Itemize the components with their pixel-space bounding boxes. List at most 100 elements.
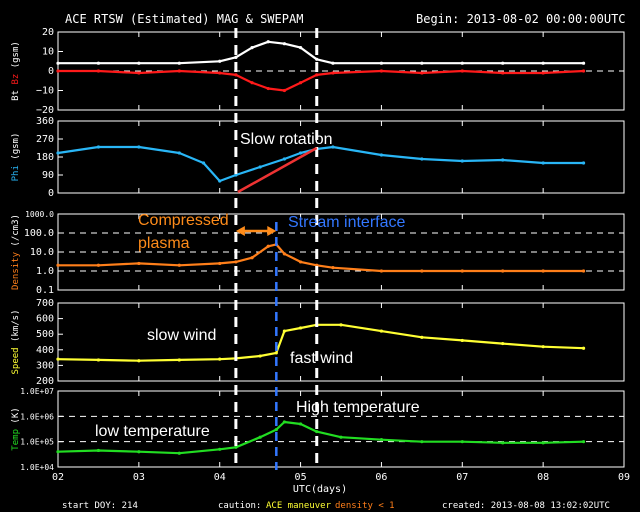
data-point-temp [379, 438, 384, 442]
ace-maneuver-note: ACE maneuver [266, 501, 332, 511]
data-point-bz [460, 69, 464, 73]
data-point-speed [282, 329, 286, 333]
data-point-speed [218, 357, 222, 361]
data-point-bt [218, 59, 222, 63]
data-point-density [250, 256, 254, 260]
data-point-density [177, 263, 181, 267]
data-point-density [379, 269, 384, 273]
data-point-density [56, 263, 60, 267]
data-point-phi [331, 145, 335, 149]
data-point-density [298, 260, 303, 264]
data-point-bt [541, 61, 545, 65]
data-point-temp [315, 429, 319, 434]
y-axis-label-part: Bz [11, 74, 21, 90]
data-point-temp [420, 440, 424, 444]
data-point-temp [96, 448, 101, 453]
y-tick-label: 1.0 [36, 266, 54, 277]
series-bz [58, 69, 584, 92]
data-point-phi [460, 159, 464, 163]
data-point-speed [379, 329, 384, 333]
series-bt [58, 40, 584, 65]
data-point-temp [177, 451, 181, 455]
data-point-bz [420, 71, 424, 75]
y-axis-label-part: Temp [11, 429, 21, 451]
y-axis-label-part: Bt [11, 90, 21, 101]
data-point-temp [218, 447, 222, 451]
data-point-density [420, 269, 424, 273]
data-point-bz [56, 69, 60, 73]
y-axis-label-part: (gsm) [11, 133, 21, 166]
y-axis-label-part: (gsm) [11, 41, 21, 74]
annotation-plasma: plasma [138, 235, 190, 252]
chart-title: ACE RTSW (Estimated) MAG & SWEPAM [65, 12, 303, 26]
x-axis-label: UTC(days) [293, 484, 347, 495]
data-point-temp [234, 445, 238, 449]
x-tick-label: 06 [375, 472, 387, 483]
panel-speed: 700 600 500 400 300 200 Speed (km/s) [11, 298, 625, 387]
y-tick-label: 90 [42, 170, 54, 181]
data-point-phi [501, 158, 505, 162]
data-point-temp [282, 420, 286, 424]
created-timestamp: created: 2013-08-08 13:02:02UTC [442, 501, 610, 511]
data-point-speed [56, 357, 60, 361]
data-point-bz [137, 71, 141, 75]
panel-temp: 1.0E+07 1.0E+06 1.0E+05 1.0E+04 Temp (K) [11, 387, 625, 472]
data-point-bz [266, 86, 270, 91]
slow-rotation-line [237, 146, 318, 194]
data-point-bz [331, 71, 335, 75]
data-point-phi [298, 151, 303, 155]
data-point-phi [420, 157, 424, 161]
annotation-compressed: Compressed [138, 212, 229, 229]
y-tick-label: 270 [36, 134, 54, 145]
panel-frame [57, 302, 625, 382]
data-point-speed [501, 341, 505, 346]
data-point-temp [258, 435, 262, 439]
arrow-head-right [267, 226, 277, 236]
panel-phi: 360 270 180 90 0 Phi (gsm) [11, 116, 625, 199]
data-point-phi [201, 161, 206, 165]
data-point-bz [218, 71, 222, 75]
arrow-head-left [235, 226, 245, 236]
data-point-temp [541, 441, 545, 445]
y-axis-label-part: (/cm3) [11, 214, 21, 252]
panel-mag: 20 10 0 −10 −20 Bt Bz (gsm) [11, 27, 625, 116]
y-tick-label: 0 [48, 188, 54, 199]
x-tick-label: 09 [618, 472, 630, 483]
data-point-bz [501, 71, 505, 75]
series-phi [57, 145, 584, 183]
data-point-temp [137, 450, 141, 454]
data-point-speed [339, 323, 343, 327]
data-point-density [460, 269, 464, 273]
data-point-density [266, 244, 270, 248]
y-axis-label-density: Density (/cm3) [11, 214, 21, 290]
data-point-temp [274, 427, 278, 432]
x-tick-label: 02 [52, 472, 64, 483]
data-point-bt [177, 61, 181, 65]
data-point-bz [379, 69, 384, 73]
data-point-bt [315, 57, 319, 61]
y-tick-label: 200 [36, 376, 54, 387]
data-point-temp [56, 450, 60, 454]
density-note: density < 1 [335, 501, 395, 511]
data-point-bt [420, 61, 424, 65]
data-point-bt [331, 61, 335, 65]
y-axis-label-phi: Phi (gsm) [11, 133, 21, 182]
annotation-high-temperature: High temperature [296, 399, 420, 416]
data-point-bz [177, 69, 181, 73]
y-axis-label-part: Phi [11, 165, 21, 181]
annotation-slow-rotation: Slow rotation [240, 131, 333, 148]
annotation-fast-wind: fast wind [290, 350, 353, 367]
annotation-low-temperature: low temperature [95, 423, 210, 440]
series-density [58, 243, 584, 273]
start-doy: start DOY: 214 [62, 501, 138, 511]
y-tick-label: 500 [36, 329, 54, 340]
data-point-temp [339, 435, 343, 439]
data-point-phi [234, 173, 238, 177]
data-point-phi [177, 151, 181, 155]
x-tick-label: 04 [214, 472, 226, 483]
data-point-phi [218, 179, 222, 183]
y-axis-label-temp: Temp (K) [11, 407, 21, 450]
data-point-bz [250, 81, 254, 85]
y-tick-label: 1000.0 [25, 210, 54, 219]
y-tick-label: 360 [36, 116, 54, 127]
